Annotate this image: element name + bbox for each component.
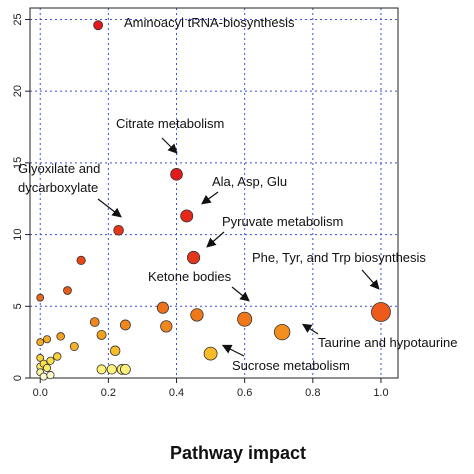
annotation-label-4: dycarboxylate [18, 180, 98, 195]
data-point-10 [190, 308, 204, 322]
data-point-24 [36, 354, 45, 362]
data-point-8 [156, 301, 169, 314]
annotation-label-5: Pyruvate metabolism [222, 214, 343, 229]
data-point-20 [69, 341, 79, 351]
data-points [36, 20, 391, 381]
data-point-16 [96, 329, 107, 340]
annotation-arrow-5 [206, 231, 225, 248]
data-point-34 [46, 371, 55, 380]
annotation-arrow-7 [231, 286, 250, 302]
x-axis-label: Pathway impact [170, 443, 306, 463]
annotation-label-2: Ala, Asp, Glu [212, 174, 287, 189]
annotation-arrow-4 [97, 198, 122, 218]
data-point-4 [186, 250, 201, 265]
data-point-21 [109, 345, 121, 356]
data-point-7 [36, 293, 45, 302]
x-tick-label-4: 0.8 [305, 387, 320, 399]
data-point-29 [96, 364, 107, 375]
data-point-5 [76, 255, 86, 266]
data-point-14 [160, 320, 173, 333]
x-tick-label-3: 0.6 [237, 387, 252, 399]
x-tick-label-1: 0.2 [101, 387, 116, 399]
annotations: Aminoacyl tRNA-biosynthesis Citrate metab… [18, 15, 458, 373]
annotation-label-1: Citrate metabolism [116, 116, 224, 131]
data-point-22 [203, 346, 218, 361]
annotation-arrow-9 [221, 344, 245, 357]
data-point-25 [46, 356, 55, 365]
annotation-label-7: Ketone bodies [148, 269, 232, 284]
y-tick-label-3: 15 [12, 157, 24, 169]
x-tick-label-2: 0.4 [169, 387, 184, 399]
data-point-11 [237, 311, 253, 327]
annotation-arrow-1 [161, 137, 178, 154]
axes: 0.0 0.2 0.4 0.6 0.8 1.0 0 5 10 15 20 25 [12, 7, 399, 399]
data-point-15 [273, 323, 291, 341]
data-point-28 [43, 363, 52, 372]
data-point-18 [43, 335, 52, 344]
annotation-label-8: Taurine and hypotaurine [318, 335, 458, 350]
data-point-17 [56, 332, 65, 341]
y-tick-label-2: 10 [12, 228, 24, 240]
data-point-9 [371, 302, 391, 322]
y-tick-label-4: 20 [12, 85, 24, 97]
data-point-1 [170, 168, 183, 181]
x-tick-label-5: 1.0 [373, 387, 388, 399]
annotation-arrow-6 [361, 269, 380, 290]
y-tick-label-0: 0 [12, 375, 24, 381]
data-point-3 [113, 225, 124, 236]
data-point-19 [36, 338, 45, 347]
data-point-2 [180, 209, 194, 223]
data-point-23 [53, 352, 62, 361]
data-point-13 [120, 319, 131, 331]
data-point-12 [89, 317, 100, 327]
data-point-6 [63, 286, 72, 295]
annotation-label-3: Glyoxilate and [18, 161, 100, 176]
y-tick-label-5: 25 [12, 13, 24, 25]
data-point-0 [93, 20, 104, 31]
data-point-32 [120, 363, 131, 375]
data-point-30 [106, 364, 117, 375]
y-tick-label-1: 5 [12, 303, 24, 309]
x-tick-label-0: 0.0 [33, 387, 48, 399]
annotation-label-0: Aminoacyl tRNA-biosynthesis [124, 15, 295, 30]
annotation-arrow-2 [201, 191, 219, 205]
data-point-35 [39, 372, 48, 381]
plot-frame [29, 7, 399, 379]
annotation-arrow-8 [301, 323, 319, 335]
annotation-label-9: Sucrose metabolism [232, 358, 350, 373]
annotation-label-6: Phe, Tyr, and Trp biosynthesis [252, 250, 426, 265]
